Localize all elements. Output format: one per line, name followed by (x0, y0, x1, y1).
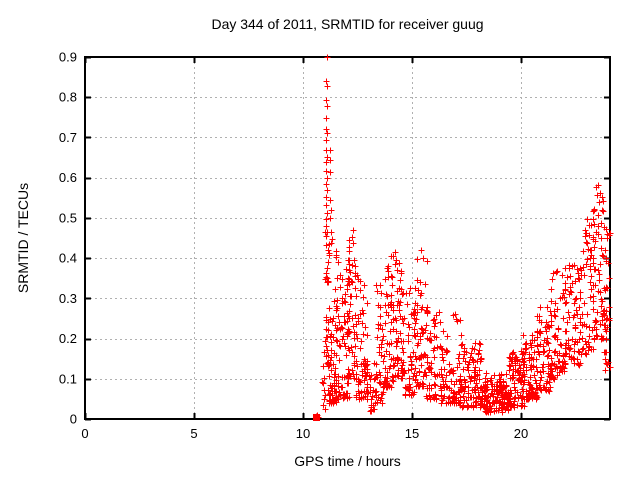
x-tick-label: 0 (81, 426, 88, 441)
grid-lines (85, 57, 610, 419)
y-tick-label: 0.8 (59, 90, 77, 105)
y-tick-label: 0.2 (59, 331, 77, 346)
y-tick-label: 0.3 (59, 291, 77, 306)
y-tick-label: 0.6 (59, 170, 77, 185)
y-tick-label: 0.9 (59, 50, 77, 65)
x-tick-label: 20 (514, 426, 528, 441)
y-tick-label: 0.4 (59, 251, 77, 266)
y-tick-label: 0.7 (59, 130, 77, 145)
x-tick-label: 5 (190, 426, 197, 441)
x-tick-label: 15 (405, 426, 419, 441)
x-tick-label: 10 (296, 426, 310, 441)
x-axis-label: GPS time / hours (294, 453, 401, 469)
chart-title: Day 344 of 2011, SRMTID for receiver guu… (211, 16, 484, 32)
scatter-points (313, 54, 614, 421)
y-tick-label: 0 (70, 412, 77, 427)
y-tick-label: 0.1 (59, 371, 77, 386)
square-point-marker (313, 414, 320, 421)
tick-marks (84, 56, 610, 421)
y-tick-label: 0.5 (59, 210, 77, 225)
